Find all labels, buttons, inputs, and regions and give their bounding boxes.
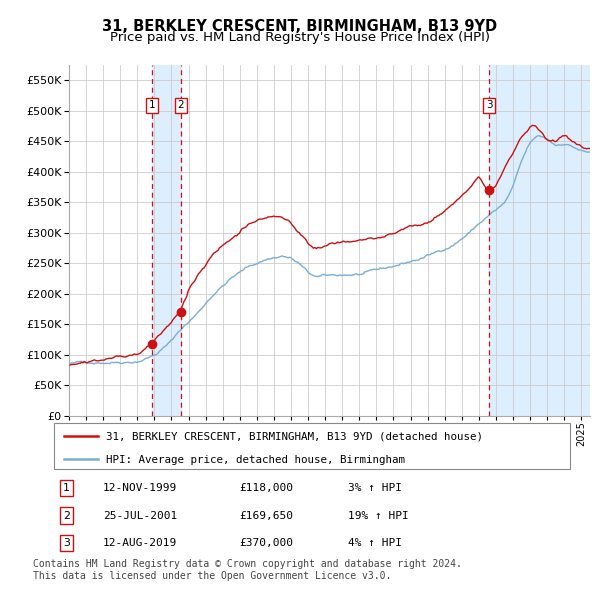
Text: 31, BERKLEY CRESCENT, BIRMINGHAM, B13 9YD (detached house): 31, BERKLEY CRESCENT, BIRMINGHAM, B13 9Y…: [106, 432, 482, 442]
Text: 12-AUG-2019: 12-AUG-2019: [103, 538, 177, 548]
FancyBboxPatch shape: [54, 423, 570, 469]
Text: 2: 2: [63, 510, 70, 520]
Bar: [152, 65, 181, 416]
Text: 12-NOV-1999: 12-NOV-1999: [103, 483, 177, 493]
Text: 31, BERKLEY CRESCENT, BIRMINGHAM, B13 9YD: 31, BERKLEY CRESCENT, BIRMINGHAM, B13 9Y…: [103, 19, 497, 34]
Text: 3: 3: [63, 538, 70, 548]
Text: £118,000: £118,000: [240, 483, 294, 493]
Text: £169,650: £169,650: [240, 510, 294, 520]
Text: 3: 3: [486, 100, 493, 110]
Text: 3% ↑ HPI: 3% ↑ HPI: [348, 483, 402, 493]
Text: 2: 2: [178, 100, 184, 110]
Text: Price paid vs. HM Land Registry's House Price Index (HPI): Price paid vs. HM Land Registry's House …: [110, 31, 490, 44]
Text: 25-JUL-2001: 25-JUL-2001: [103, 510, 177, 520]
Text: HPI: Average price, detached house, Birmingham: HPI: Average price, detached house, Birm…: [106, 455, 404, 465]
Text: £370,000: £370,000: [240, 538, 294, 548]
Text: Contains HM Land Registry data © Crown copyright and database right 2024.: Contains HM Land Registry data © Crown c…: [33, 559, 462, 569]
Text: 1: 1: [149, 100, 155, 110]
Bar: [490, 65, 590, 416]
Text: 1: 1: [63, 483, 70, 493]
Text: 4% ↑ HPI: 4% ↑ HPI: [348, 538, 402, 548]
Text: This data is licensed under the Open Government Licence v3.0.: This data is licensed under the Open Gov…: [33, 571, 391, 581]
Text: 19% ↑ HPI: 19% ↑ HPI: [348, 510, 409, 520]
